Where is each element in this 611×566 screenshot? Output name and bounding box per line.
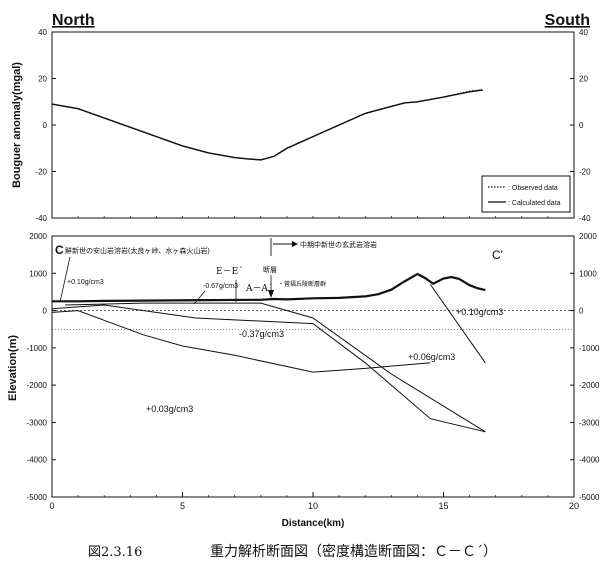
elevation-y-tick-label-right: 0 xyxy=(579,307,584,316)
section-plot-frame xyxy=(51,235,575,498)
distance-x-tick-label: 10 xyxy=(308,501,318,511)
density-label-3: -0.37g/cm3 xyxy=(239,329,284,339)
density-label-6: +0.03g/cm3 xyxy=(146,404,193,414)
anomaly-y-tick-label-right: -20 xyxy=(579,168,591,177)
density-label-1: +0.10g/cm3 xyxy=(67,279,104,286)
anomaly-y-tick-label-right: 0 xyxy=(579,121,584,130)
elevation-y-tick-label: 0 xyxy=(43,307,48,316)
density-boundary-line xyxy=(429,284,486,364)
fault-label: 断層 xyxy=(263,265,277,274)
legend-calculated: : Calculated data xyxy=(508,200,561,207)
anomaly-y-tick-label: -20 xyxy=(35,168,47,177)
section-axis-ticks: 2000 2000 1000 1000 0 0 -1000 -1000 -2000 -2000 -3… xyxy=(27,232,600,511)
c-right-label: C' xyxy=(492,248,503,262)
density-boundaries xyxy=(51,284,486,433)
density-arrow-2 xyxy=(193,290,206,305)
density-boundary-line xyxy=(51,310,431,373)
elevation-y-tick-label: 2000 xyxy=(29,232,47,241)
section-y-label: Elevation(m) xyxy=(7,335,19,401)
anomaly-y-label: Bouguer anomaly(mgal) xyxy=(11,62,23,188)
anomaly-y-tick-label-right: 20 xyxy=(579,75,588,84)
distance-x-tick-label: 0 xyxy=(49,501,54,511)
figure-number: 図2.3.16 xyxy=(88,545,142,560)
elevation-y-tick-label-right: -4000 xyxy=(579,456,600,465)
elevation-y-tick-label-right: -3000 xyxy=(579,418,600,427)
section-x-label: Distance(km) xyxy=(282,518,345,529)
elevation-y-tick-label-right: -2000 xyxy=(579,381,600,390)
elevation-y-tick-label: -2000 xyxy=(27,381,48,390)
basalt-marker xyxy=(270,238,298,256)
density-boundary-line xyxy=(64,302,486,433)
andesite-label: 鮮新世の安山岩溶岩(太良ヶ峠、水ヶ森火山岩) xyxy=(65,246,210,255)
elevation-y-tick-label-right: 2000 xyxy=(579,232,597,241)
elevation-y-tick-label: -1000 xyxy=(27,344,48,353)
elevation-y-tick-label-right: -5000 xyxy=(579,493,600,502)
anomaly-y-tick-label: 40 xyxy=(38,28,47,37)
elevation-y-tick-label: -4000 xyxy=(27,456,48,465)
anomaly-legend: : Observed data : Calculated data xyxy=(481,175,571,213)
elevation-y-tick-label-right: -1000 xyxy=(579,344,600,353)
calculated-data-line xyxy=(51,89,483,161)
fault-arrowhead xyxy=(268,290,274,298)
elevation-y-tick-label: -3000 xyxy=(27,418,48,427)
ee-label: E－E´ xyxy=(216,266,243,277)
density-label-5: +0.10g/cm3 xyxy=(456,307,503,317)
distance-x-tick-label: 5 xyxy=(180,501,185,511)
anomaly-y-tick-label: 20 xyxy=(38,75,47,84)
basalt-label: 中期中新世の玄武岩溶岩 xyxy=(300,240,377,249)
fault-group-label: ・菅福丘陵断層群 xyxy=(278,280,326,288)
topography-surface xyxy=(52,272,486,303)
anomaly-y-tick-label-right: 40 xyxy=(579,28,588,37)
elevation-y-tick-label: -5000 xyxy=(27,493,48,502)
aa-label: A－A´ xyxy=(245,283,273,294)
distance-x-tick-label: 20 xyxy=(569,501,579,511)
elevation-y-tick-label-right: 1000 xyxy=(579,269,597,278)
anomaly-y-tick-label-right: -40 xyxy=(579,214,591,223)
density-label-2: -0.67g/cm3 xyxy=(203,283,238,290)
figure-title: 重力解析断面図（密度構造断面図：Ｃ－Ｃ´） xyxy=(210,543,497,560)
anomaly-y-tick-label: 0 xyxy=(43,121,48,130)
elevation-y-tick-label: 1000 xyxy=(29,269,47,278)
distance-x-tick-label: 15 xyxy=(438,501,448,511)
south-label: South xyxy=(545,12,590,29)
c-left-label: C xyxy=(55,243,64,257)
section-chart: 2000 2000 1000 1000 0 0 -1000 -1000 -2000 -2000 -3… xyxy=(7,232,600,529)
andesite-arrow xyxy=(59,256,71,303)
anomaly-y-tick-label: -40 xyxy=(35,214,47,223)
anomaly-chart: North South 40 40 20 20 0 0 -20 -20 -40 -40 Bougu… xyxy=(11,12,591,223)
density-label-4: +0.06g/cm3 xyxy=(408,352,455,362)
legend-observed: : Observed data xyxy=(508,185,558,192)
observed-data-line xyxy=(51,89,483,161)
density-boundary-line xyxy=(51,304,486,433)
north-label: North xyxy=(52,12,95,29)
anomaly-axis-ticks: 40 40 20 20 0 0 -20 -20 -40 -40 xyxy=(35,28,591,223)
